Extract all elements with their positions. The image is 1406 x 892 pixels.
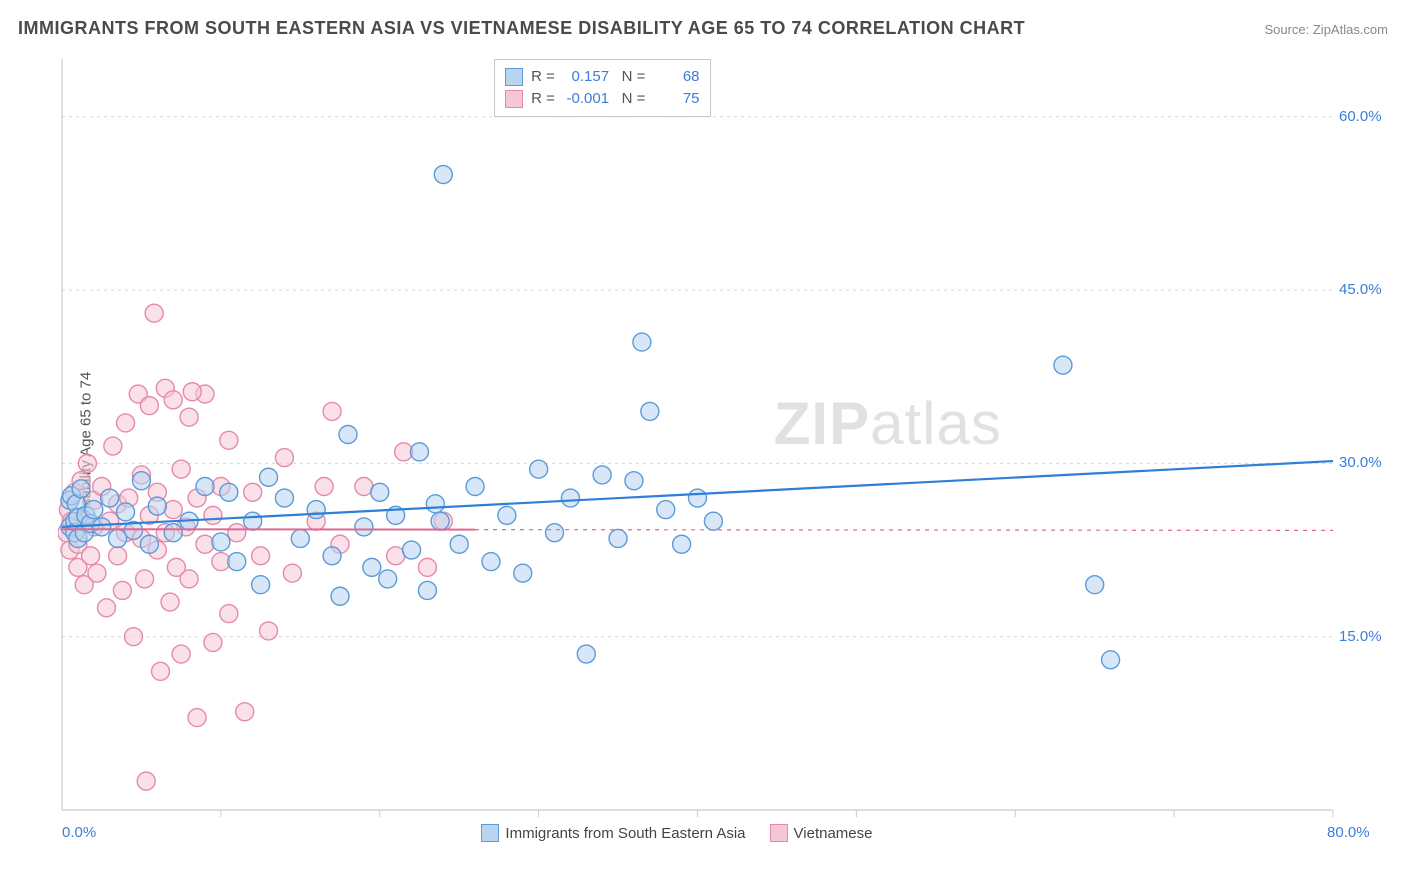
scatter-plot: ZIPatlas R = 0.157 N = 68R = -0.001 N = … [58, 55, 1388, 845]
source-value: ZipAtlas.com [1313, 22, 1388, 37]
legend-swatch [505, 90, 523, 108]
chart-title: IMMIGRANTS FROM SOUTH EASTERN ASIA VS VI… [18, 18, 1025, 39]
correlation-legend: R = 0.157 N = 68R = -0.001 N = 75 [494, 59, 710, 117]
x-tick-label: 80.0% [1327, 824, 1370, 841]
legend-stats: R = -0.001 N = 75 [531, 88, 699, 110]
legend-item: Vietnamese [770, 824, 873, 842]
legend-row: R = 0.157 N = 68 [505, 66, 699, 88]
legend-row: R = -0.001 N = 75 [505, 88, 699, 110]
legend-swatch [481, 824, 499, 842]
y-tick-label: 45.0% [1339, 281, 1382, 298]
y-tick-label: 15.0% [1339, 628, 1382, 645]
y-tick-label: 30.0% [1339, 454, 1382, 471]
chart-svg [58, 55, 1388, 845]
y-tick-label: 60.0% [1339, 108, 1382, 125]
legend-label: Vietnamese [794, 825, 873, 842]
legend-item: Immigrants from South Eastern Asia [481, 824, 745, 842]
series-legend: Immigrants from South Eastern Asia Vietna… [481, 824, 872, 842]
legend-swatch [505, 68, 523, 86]
source-attribution: Source: ZipAtlas.com [1264, 22, 1388, 37]
x-tick-label: 0.0% [62, 824, 96, 841]
legend-label: Immigrants from South Eastern Asia [505, 825, 745, 842]
legend-stats: R = 0.157 N = 68 [531, 66, 699, 88]
legend-swatch [770, 824, 788, 842]
source-label: Source: [1264, 22, 1312, 37]
